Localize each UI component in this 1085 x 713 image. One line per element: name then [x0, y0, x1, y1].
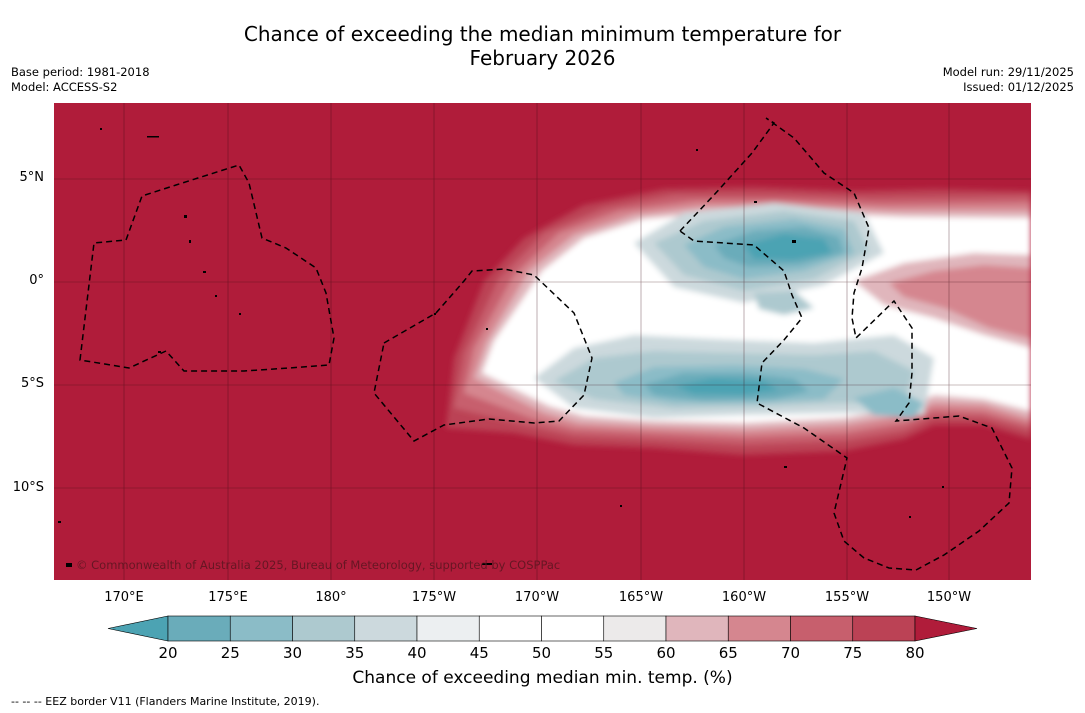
colorbar-cell — [229, 615, 293, 642]
colorbar-tick-label: 35 — [345, 644, 365, 662]
eez-legend-note: -- -- -- EEZ border V11 (Flanders Marine… — [11, 695, 320, 708]
model-name: Model: ACCESS-S2 — [11, 80, 118, 94]
probability-field — [446, 187, 1031, 455]
colorbar-tick-label: 65 — [718, 644, 738, 662]
copyright-credit: © Commonwealth of Australia 2025, Bureau… — [76, 558, 561, 572]
lon-label-175w: 175°W — [411, 590, 457, 605]
colorbar-tick-label: 45 — [469, 644, 489, 662]
lon-label-165w: 165°W — [618, 590, 664, 605]
title-line-1: Chance of exceeding the median minimum t… — [243, 22, 842, 46]
colorbar-cell — [727, 615, 791, 642]
colorbar-tick-label: 70 — [780, 644, 801, 662]
colorbar-cell — [852, 615, 916, 642]
colorbar-label: Chance of exceeding median min. temp. (%… — [352, 668, 733, 688]
colorbar-cell — [292, 615, 356, 642]
base-period: Base period: 1981-2018 — [11, 65, 150, 79]
lon-label-155w: 155°W — [824, 590, 870, 605]
lat-label-0: 0° — [29, 273, 44, 288]
meta-left: Base period: 1981-2018 Model: ACCESS-S2 — [11, 65, 150, 95]
eez-borders — [79, 117, 1013, 571]
model-run: Model run: 29/11/2025 — [942, 65, 1074, 79]
lat-label-5n: 5°N — [19, 170, 45, 185]
map-title: Chance of exceeding the median minimum t… — [0, 22, 1085, 70]
colorbar-tick-label: 20 — [158, 644, 178, 662]
colorbar-cell — [603, 615, 667, 642]
colorbar-tick-label: 80 — [905, 644, 925, 662]
lon-label-150w: 150°W — [926, 590, 972, 605]
colorbar-tick-label: 55 — [594, 644, 614, 662]
lat-label-5s: 5°S — [20, 376, 44, 391]
lon-label-170e: 170°E — [104, 590, 144, 605]
colorbar-extend-high — [914, 615, 978, 642]
meta-right: Model run: 29/11/2025 Issued: 01/12/2025 — [943, 65, 1074, 95]
colorbar-tick-label: 40 — [407, 644, 427, 662]
colorbar-cell — [416, 615, 480, 642]
colorbar-extend-low — [107, 615, 169, 642]
colorbar-cell — [541, 615, 605, 642]
lon-label-175e: 175°E — [208, 590, 248, 605]
colorbar — [107, 615, 978, 642]
colorbar-cell — [478, 615, 542, 642]
colorbar-tick-label: 50 — [531, 644, 552, 662]
colorbar-tick-label: 25 — [220, 644, 240, 662]
colorbar-cell — [167, 615, 231, 642]
probability-map — [54, 103, 1031, 580]
colorbar-tick-label: 75 — [843, 644, 863, 662]
islands — [58, 128, 944, 567]
colorbar-cell — [790, 615, 854, 642]
lon-label-180: 180° — [315, 590, 347, 605]
colorbar-cell — [354, 615, 418, 642]
lat-label-10s: 10°S — [12, 480, 44, 495]
lon-label-170w: 170°W — [514, 590, 560, 605]
colorbar-tick-label: 30 — [282, 644, 303, 662]
colorbar-tick-label: 60 — [656, 644, 676, 662]
issued-date: Issued: 01/12/2025 — [963, 80, 1074, 94]
lon-label-160w: 160°W — [721, 590, 767, 605]
title-line-2: February 2026 — [469, 46, 616, 70]
colorbar-cell — [665, 615, 729, 642]
graticule — [54, 103, 1031, 580]
